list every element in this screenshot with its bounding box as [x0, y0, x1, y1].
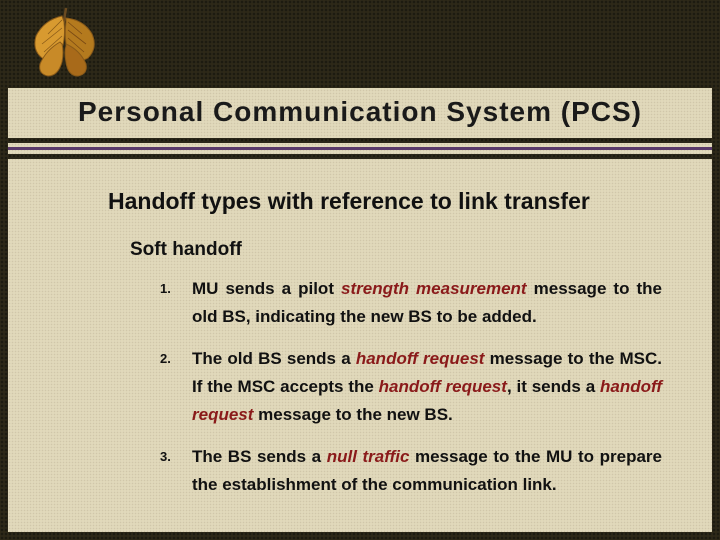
divider [8, 138, 712, 166]
emphasis-text: handoff request [356, 349, 485, 368]
slide-root: Personal Communication System (PCS) Hand… [0, 0, 720, 540]
text: MU sends a pilot [192, 279, 341, 298]
slide-title: Personal Communication System (PCS) [78, 96, 642, 127]
slide-inner: Personal Communication System (PCS) Hand… [8, 8, 712, 532]
list-item: 3. The BS sends a null traffic message t… [160, 443, 672, 499]
item-number: 1. [160, 275, 192, 331]
text: The BS sends a [192, 447, 327, 466]
emphasis-text: strength measurement [341, 279, 527, 298]
title-area: Personal Communication System (PCS) [8, 88, 712, 134]
leaf-icon [26, 2, 104, 93]
list-item: 1. MU sends a pilot strength measurement… [160, 275, 672, 331]
top-band [8, 8, 712, 88]
text: , it sends a [507, 377, 600, 396]
text: The old BS sends a [192, 349, 356, 368]
content-heading: Handoff types with reference to link tra… [108, 188, 672, 215]
emphasis-text: handoff request [379, 377, 507, 396]
item-number: 2. [160, 345, 192, 429]
item-body: MU sends a pilot strength measurement me… [192, 275, 672, 331]
content-subheading: Soft handoff [130, 239, 672, 261]
text: message to the new BS. [253, 405, 452, 424]
list-item: 2. The old BS sends a handoff request me… [160, 345, 672, 429]
item-body: The BS sends a null traffic message to t… [192, 443, 672, 499]
content-area: Handoff types with reference to link tra… [108, 188, 672, 513]
item-number: 3. [160, 443, 192, 499]
item-body: The old BS sends a handoff request messa… [192, 345, 672, 429]
emphasis-text: null traffic [327, 447, 410, 466]
divider-dark-bottom [8, 154, 712, 159]
